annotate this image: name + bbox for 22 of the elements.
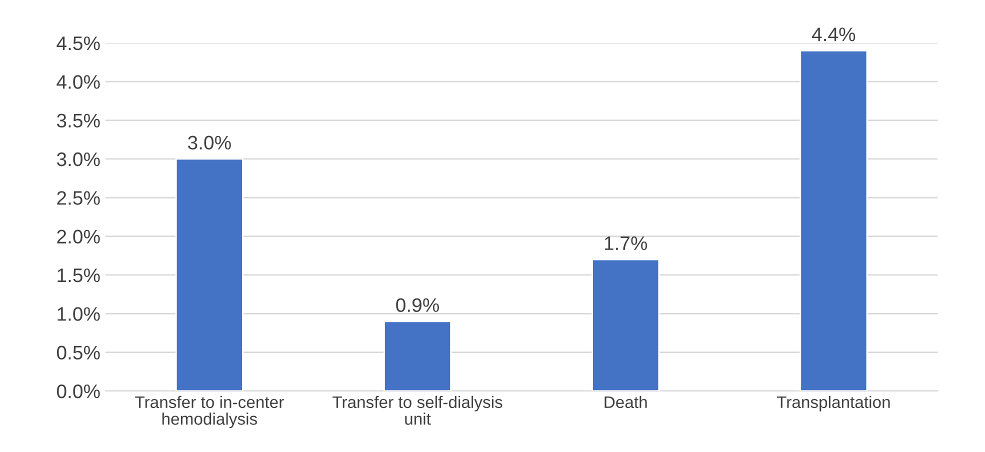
bar	[800, 50, 868, 391]
y-tick-label: 0.0%	[56, 384, 100, 398]
y-tick-label: 1.0%	[58, 307, 100, 321]
y-tick-label: 0.5%	[56, 346, 100, 360]
data-label: 1.7%	[604, 236, 648, 250]
bar	[384, 320, 452, 391]
data-label: 0.9%	[396, 298, 439, 312]
y-tick-label: 2.0%	[57, 230, 100, 244]
y-tick-label: 1.5%	[58, 268, 100, 282]
bar	[592, 258, 660, 391]
data-label: 3.0%	[188, 136, 231, 150]
y-tick-label: 2.5%	[57, 191, 100, 205]
x-tick-label: Death	[604, 396, 647, 408]
y-tick-label: 3.5%	[56, 114, 100, 128]
x-tick-label: Transplantation	[776, 396, 890, 412]
y-tick-label: 3.0%	[56, 152, 100, 166]
bar	[175, 158, 244, 391]
x-tick-label: Transfer to in-center hemodialysis	[135, 396, 284, 428]
y-tick-label: 4.5%	[56, 36, 100, 50]
data-label: 4.4%	[812, 28, 856, 42]
x-tick-label: Transfer to self-dialysis unit	[332, 396, 502, 425]
y-tick-label: 4.0%	[56, 75, 100, 89]
